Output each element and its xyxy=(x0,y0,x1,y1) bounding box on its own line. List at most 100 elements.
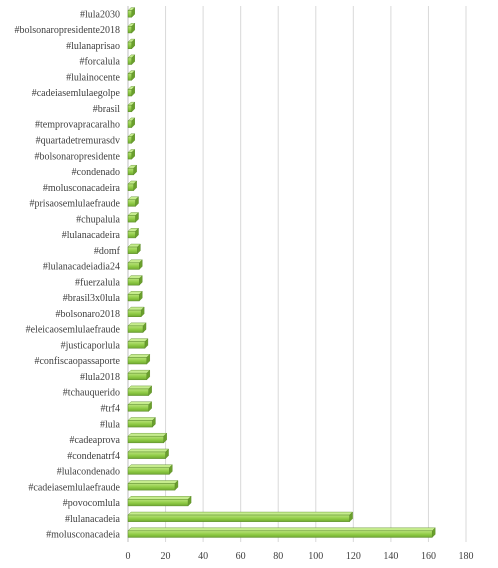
category-label: #chupalula xyxy=(76,214,120,225)
bar-front-face xyxy=(127,41,133,49)
bar-front-face xyxy=(127,89,133,97)
category-label: #molusconacadeia xyxy=(46,530,120,541)
category-label: #lulacondenado xyxy=(57,467,120,478)
category-label: #lula2018 xyxy=(80,372,120,383)
category-label: #prisaosemlulaefraude xyxy=(29,199,120,210)
bar xyxy=(127,7,136,18)
category-label: #cadeaprova xyxy=(69,435,120,446)
bar-front-face xyxy=(127,231,136,239)
category-label: #confiscaopassaporte xyxy=(34,356,120,367)
bar-front-face xyxy=(127,325,144,333)
bar xyxy=(127,385,153,397)
bar xyxy=(127,353,151,365)
bar-front-face xyxy=(127,136,133,144)
bar-front-face xyxy=(127,372,148,381)
bar-front-face xyxy=(127,404,149,412)
category-label: #justicaporlula xyxy=(61,340,121,351)
bar-top-face xyxy=(127,480,179,484)
category-label: #fuerzalula xyxy=(75,277,121,288)
category-label: #lulanaprisao xyxy=(66,41,120,52)
bar-front-face xyxy=(127,309,142,317)
category-label: #tchauquerido xyxy=(63,388,120,399)
bar-top-face xyxy=(127,417,156,421)
bar-top-face xyxy=(127,511,354,516)
category-labels: #molusconacadeia #lulanacadeia #povocomlul… xyxy=(14,9,120,540)
category-label: #domf xyxy=(94,246,121,257)
x-tick-label: 0 xyxy=(126,551,131,562)
bar-front-face xyxy=(127,246,138,254)
category-label: #cadeiasemlulaegolpe xyxy=(32,88,121,99)
category-label: #trf4 xyxy=(101,404,120,415)
bar-front-face xyxy=(127,10,133,18)
category-label: #condenatrf4 xyxy=(67,451,120,462)
bar xyxy=(127,212,139,223)
bar xyxy=(127,432,168,444)
bar-front-face xyxy=(127,262,140,270)
bar-top-face xyxy=(127,464,173,468)
category-label: #bolsonaropresidente2018 xyxy=(14,25,120,36)
bar-front-face xyxy=(127,388,149,396)
category-label: #molusconacadeira xyxy=(43,183,121,194)
category-label: #lulanacadeira xyxy=(62,230,121,241)
bar-front-face xyxy=(127,183,134,191)
bar xyxy=(127,70,136,81)
bar xyxy=(127,464,173,475)
bar xyxy=(127,117,136,129)
category-label: #quartadetremurasdv xyxy=(36,136,120,147)
x-axis-tick-labels: 0 20 40 60 80 100 120 140 160 180 xyxy=(126,551,474,562)
bar xyxy=(127,180,138,192)
category-label: #lula2030 xyxy=(80,9,120,20)
bar xyxy=(127,306,145,318)
category-label: #povocomlula xyxy=(63,498,121,509)
bar xyxy=(127,275,143,286)
bar-front-face xyxy=(127,152,133,160)
bar-front-face xyxy=(127,357,148,365)
bar xyxy=(127,448,170,460)
bars xyxy=(127,7,436,538)
bar-front-face xyxy=(127,294,140,302)
x-tick-label: 120 xyxy=(346,551,361,562)
bar-top-face xyxy=(127,401,153,405)
bar-front-face xyxy=(127,483,176,491)
bar xyxy=(127,54,136,65)
bar-top-face xyxy=(127,527,436,532)
category-label: #lula xyxy=(100,419,121,430)
bar xyxy=(127,38,136,50)
bar-front-face xyxy=(127,215,136,223)
bar xyxy=(127,511,354,523)
bar-front-face xyxy=(127,435,164,444)
bar xyxy=(127,164,138,176)
bar xyxy=(127,148,136,160)
bar xyxy=(127,322,147,333)
category-label: #condenado xyxy=(72,167,120,178)
bar-front-face xyxy=(127,73,133,81)
bar xyxy=(127,133,136,144)
bar-front-face xyxy=(127,341,146,349)
x-tick-label: 160 xyxy=(421,551,436,562)
category-label: #forcalula xyxy=(79,57,120,68)
bar-top-face xyxy=(127,369,151,374)
bar-top-face xyxy=(127,448,170,453)
bar-front-face xyxy=(127,278,140,286)
category-label: #lulainocente xyxy=(66,72,120,83)
category-label: #lulanacadeiadia24 xyxy=(43,262,120,273)
bar-front-face xyxy=(127,120,133,128)
bar-front-face xyxy=(127,57,133,65)
category-label: #brasil xyxy=(93,104,120,115)
bar xyxy=(127,369,151,381)
x-tick-label: 40 xyxy=(198,551,208,562)
bar-top-face xyxy=(127,338,149,342)
bar-front-face xyxy=(127,26,133,34)
x-tick-label: 60 xyxy=(236,551,246,562)
bar-top-face xyxy=(127,385,153,390)
category-label: #bolsonaro2018 xyxy=(56,309,120,320)
x-tick-label: 140 xyxy=(383,551,398,562)
bar xyxy=(127,495,192,507)
bar-front-face xyxy=(127,199,136,207)
x-tick-label: 180 xyxy=(459,551,474,562)
category-label: #lulanacadeia xyxy=(65,514,121,525)
bar-front-face xyxy=(127,499,189,507)
gridlines xyxy=(127,6,467,542)
bar-front-face xyxy=(127,530,433,538)
bar-front-face xyxy=(127,104,133,113)
